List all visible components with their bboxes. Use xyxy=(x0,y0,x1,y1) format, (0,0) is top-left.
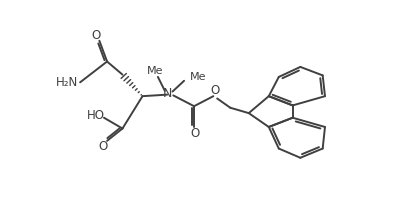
Text: O: O xyxy=(98,140,108,153)
Text: Me: Me xyxy=(147,66,164,76)
Text: O: O xyxy=(210,84,220,97)
Text: O: O xyxy=(190,127,200,140)
Text: HO: HO xyxy=(87,109,105,122)
Text: N: N xyxy=(163,87,173,100)
Text: Me: Me xyxy=(190,72,207,82)
Text: H₂N: H₂N xyxy=(56,76,78,89)
Text: O: O xyxy=(92,29,101,42)
